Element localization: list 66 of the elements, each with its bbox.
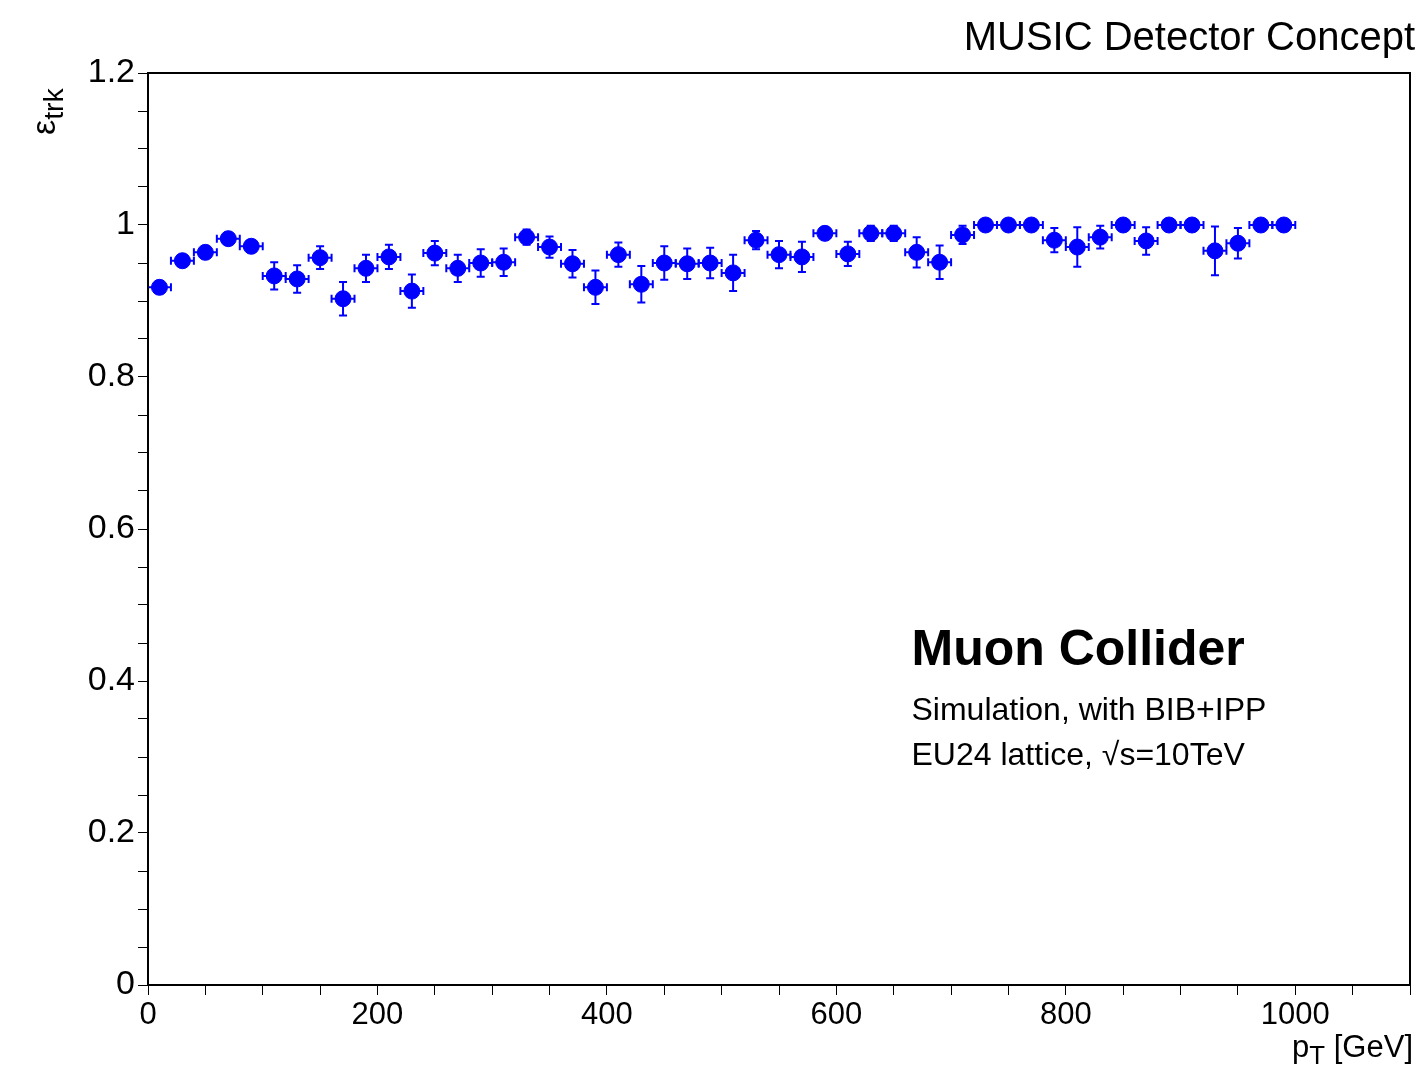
point [586, 278, 604, 296]
point [311, 249, 329, 267]
point [839, 245, 857, 263]
point [472, 254, 490, 272]
point [655, 254, 673, 272]
point [1022, 216, 1040, 234]
point [403, 282, 421, 300]
point [1045, 231, 1063, 249]
point [1206, 242, 1224, 260]
y-tick-label: 1 [116, 203, 135, 242]
point [449, 259, 467, 277]
point [1275, 216, 1293, 234]
point [609, 246, 627, 264]
point [495, 253, 513, 271]
y-tick-label: 0.4 [87, 659, 135, 698]
point [1114, 216, 1132, 234]
point [288, 270, 306, 288]
point [357, 259, 375, 277]
point [770, 246, 788, 264]
point [1252, 216, 1270, 234]
point [563, 255, 581, 273]
point [1137, 232, 1155, 250]
point [380, 248, 398, 266]
y-tick-label: 0.6 [87, 507, 135, 546]
chart-title: MUSIC Detector Concept [963, 14, 1415, 59]
point [678, 255, 696, 273]
point [541, 238, 559, 256]
point [908, 243, 926, 261]
point [977, 216, 995, 234]
point [954, 226, 972, 244]
point [242, 237, 260, 255]
y-tick-label: 1.2 [87, 51, 135, 90]
point [724, 264, 742, 282]
point [426, 244, 444, 262]
y-tick-label: 0.8 [87, 355, 135, 394]
point [816, 224, 834, 242]
point [1091, 228, 1109, 246]
point [747, 231, 765, 249]
point [1160, 216, 1178, 234]
point [334, 290, 352, 308]
point [999, 216, 1017, 234]
point [862, 224, 880, 242]
x-tick-label: 600 [810, 996, 863, 1032]
x-tick-label: 200 [351, 996, 404, 1032]
point [885, 224, 903, 242]
y-tick-label: 0.2 [87, 811, 135, 850]
point [1229, 234, 1247, 252]
point [518, 228, 536, 246]
point [219, 230, 237, 248]
x-tick-label: 0 [139, 996, 157, 1032]
point [632, 275, 650, 293]
x-tick-label: 800 [1039, 996, 1092, 1032]
point [173, 252, 191, 270]
point [150, 278, 168, 296]
annotation: Muon Collider [911, 620, 1245, 676]
annotation: EU24 lattice, √s=10TeV [911, 736, 1246, 772]
x-tick-label: 400 [581, 996, 633, 1032]
point [701, 254, 719, 272]
y-tick-label: 0 [116, 963, 135, 1002]
point [1183, 216, 1201, 234]
point [793, 248, 811, 266]
point [265, 267, 283, 285]
point [1068, 238, 1086, 256]
point [931, 253, 949, 271]
point [196, 243, 214, 261]
annotation: Simulation, with BIB+IPP [911, 691, 1267, 727]
